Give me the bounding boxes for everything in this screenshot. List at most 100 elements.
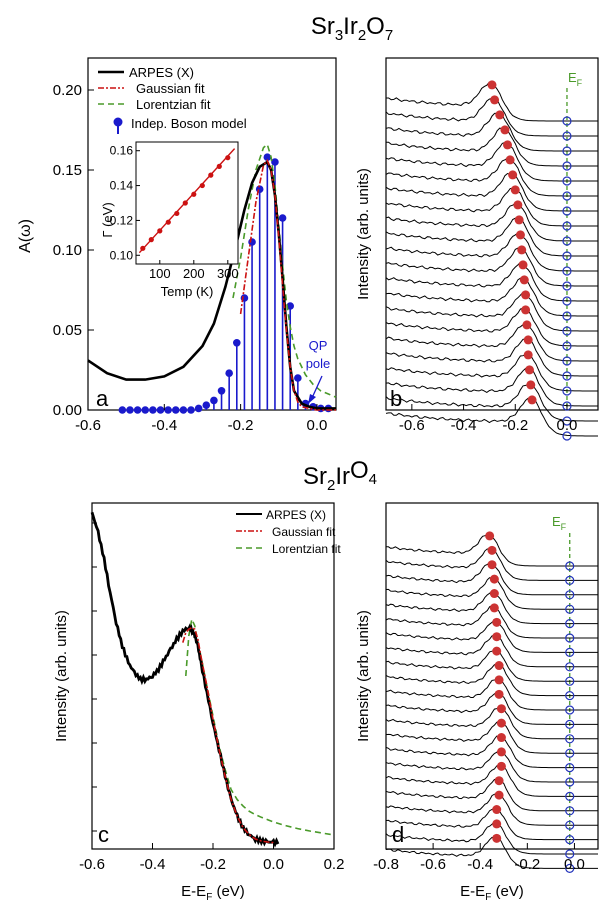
panel-a-plot xyxy=(87,143,337,414)
inset-point xyxy=(148,237,154,243)
edc-curve xyxy=(385,677,598,711)
boson-point xyxy=(294,374,302,382)
qp-pole-arrowhead xyxy=(308,394,316,404)
ef-marker xyxy=(565,849,575,859)
peak-marker xyxy=(496,747,506,757)
edc-curve xyxy=(385,706,598,740)
panel-a-letter: a xyxy=(96,386,109,411)
inset-xlabel: Temp (K) xyxy=(161,284,214,299)
y-tick-label: 0.05 xyxy=(53,322,82,339)
x-tick-label: -0.4 xyxy=(451,417,477,434)
panel-b-letter: b xyxy=(390,386,402,411)
peak-marker xyxy=(492,632,502,642)
ef-marker xyxy=(562,116,572,126)
ef-marker xyxy=(565,618,575,629)
legend-a-arpes: ARPES (X) xyxy=(129,65,194,80)
inset-point xyxy=(216,163,222,169)
ef-marker xyxy=(562,206,572,216)
boson-point xyxy=(225,369,233,378)
panel-c-ylabel: Intensity (arb. units) xyxy=(53,610,70,742)
boson-point xyxy=(210,396,218,405)
ef-marker xyxy=(562,251,572,261)
ef-marker xyxy=(565,575,575,586)
edc-curve xyxy=(385,634,598,668)
peak-marker xyxy=(523,350,533,360)
peak-marker xyxy=(492,805,502,815)
inset-point xyxy=(225,155,231,161)
boson-point xyxy=(141,406,150,414)
title-bottom: Sr2IrO4 xyxy=(303,457,377,494)
peak-marker xyxy=(490,95,500,105)
ef-marker xyxy=(562,431,572,441)
ef-marker xyxy=(562,356,572,366)
inset-y-tick-label: 0.16 xyxy=(110,144,134,158)
peak-marker xyxy=(500,125,510,135)
ef-marker xyxy=(565,719,575,730)
boson-point xyxy=(164,406,172,414)
panel-a-y-axis: 0.00 0.05 0.10 0.15 0.20 xyxy=(53,82,94,419)
boson-point xyxy=(202,401,211,410)
edc-curve xyxy=(385,749,598,783)
inset-point xyxy=(191,191,197,197)
peak-marker xyxy=(487,560,497,570)
peak-marker xyxy=(492,646,502,656)
x-tick-label: -0.2 xyxy=(228,417,254,434)
ef-marker xyxy=(565,820,575,830)
arpes-line xyxy=(90,511,280,848)
panel-d-letter: d xyxy=(392,822,404,847)
boson-point xyxy=(171,406,180,414)
panel-b: -0.6 -0.4 -0.2 0.0 Intensity (arb. units) b… xyxy=(355,57,599,441)
ef-marker xyxy=(562,236,572,246)
ef-marker xyxy=(565,604,575,614)
ef-marker xyxy=(562,326,572,336)
peak-marker xyxy=(503,140,513,150)
panel-c-legend: ARPES (X) Gaussian fit Lorentzian fit xyxy=(236,508,341,556)
panel-c-letter: c xyxy=(98,822,109,847)
qp-pole-label: QP xyxy=(309,338,328,353)
panel-d-x-axis: -0.8 -0.6 -0.4 -0.2 0.0 xyxy=(373,843,585,873)
edc-curve xyxy=(385,793,598,826)
x-tick-label: -0.4 xyxy=(151,417,177,434)
inset-point xyxy=(174,210,180,217)
x-tick-label: -0.6 xyxy=(79,856,105,873)
ef-marker xyxy=(562,221,572,231)
panel-d-ef-label: EF xyxy=(552,514,567,532)
y-tick-label: 0.00 xyxy=(53,402,82,419)
panel-c-y-axis xyxy=(92,522,97,832)
peak-marker xyxy=(518,260,528,270)
peak-marker xyxy=(492,617,502,627)
ef-marker xyxy=(565,705,575,715)
peak-marker xyxy=(494,790,504,800)
panel-c-xlabel: E-EF (eV) xyxy=(181,883,245,903)
panel-b-frame xyxy=(385,57,599,411)
peak-marker xyxy=(526,380,536,390)
title-top: Sr3Ir2O7 xyxy=(311,13,393,44)
panel-a: -0.6 -0.4 -0.2 0.0 0.00 0.05 0.10 0.15 0.20 A(ω… xyxy=(17,57,337,434)
ef-marker xyxy=(565,734,575,744)
panel-b-ef-label: EF xyxy=(568,70,583,88)
peak-marker xyxy=(496,718,506,728)
gaussian-fit-line xyxy=(182,626,274,844)
peak-marker xyxy=(494,661,504,671)
x-tick-label: 0.0 xyxy=(557,417,578,434)
boson-point xyxy=(217,387,226,395)
ef-marker xyxy=(565,777,575,787)
panel-b-plot xyxy=(385,80,598,441)
x-tick-label: -0.4 xyxy=(140,856,166,873)
edc-curve xyxy=(385,821,598,855)
boson-point xyxy=(286,302,295,310)
edc-curve xyxy=(385,648,598,682)
peak-marker xyxy=(494,776,504,786)
peak-marker xyxy=(496,733,506,743)
peak-marker xyxy=(521,290,531,300)
ef-marker xyxy=(562,416,572,426)
peak-marker xyxy=(495,110,505,120)
panel-d-frame xyxy=(385,502,599,850)
x-tick-label: -0.4 xyxy=(467,856,493,873)
peak-marker xyxy=(524,365,534,375)
y-tick-label: 0.10 xyxy=(53,242,82,259)
ef-marker xyxy=(562,341,572,351)
panel-b-ylabel: Intensity (arb. units) xyxy=(355,168,372,300)
inset-point xyxy=(208,172,214,178)
panel-a-x-axis: -0.6 -0.4 -0.2 0.0 xyxy=(75,404,327,434)
